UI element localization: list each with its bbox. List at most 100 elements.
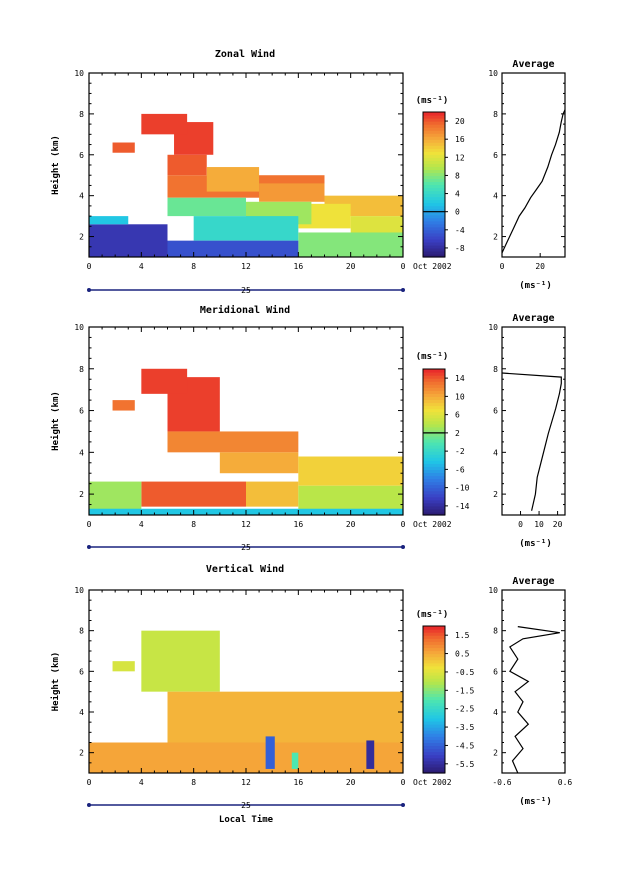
heatmap-field <box>89 368 403 515</box>
average-y-tick-label: 2 <box>493 490 498 499</box>
colorbar-tick-label: -4.5 <box>455 741 474 750</box>
colorbar-segment <box>423 121 445 125</box>
heatmap-cell-4 <box>219 452 299 474</box>
x-tick-label: 0 <box>87 262 92 271</box>
colorbar-segment <box>423 139 445 143</box>
average-x-tick-label: 0 <box>518 520 523 529</box>
colorbar-segment <box>423 463 445 467</box>
heatmap-cell-1 <box>112 661 135 672</box>
colorbar-tick-label: -2.5 <box>455 705 474 714</box>
average-x-tick-label: 0 <box>500 262 505 271</box>
colorbar-segment <box>423 214 445 219</box>
colorbar-segment <box>423 160 445 164</box>
x-tick-label: 4 <box>139 520 144 529</box>
colorbar-segment <box>423 432 445 437</box>
colorbar-tick-label: 8 <box>455 171 460 180</box>
heatmap-cell-4 <box>141 113 188 135</box>
average-profile-line <box>501 109 566 254</box>
average-y-tick-label: 4 <box>493 448 498 457</box>
colorbar-segment <box>423 668 445 673</box>
x-axis-label: Local Time <box>219 814 274 825</box>
colorbar-tick-label: -5.5 <box>455 760 474 769</box>
average-frame <box>501 589 566 774</box>
colorbar-segment <box>423 496 445 501</box>
colorbar-segment <box>423 405 445 410</box>
colorbar-segment <box>423 763 445 768</box>
colorbar-segment <box>423 172 445 177</box>
colorbar-segment <box>423 199 445 204</box>
average-y-tick-label: 8 <box>493 627 498 636</box>
y-tick-label: 6 <box>79 667 84 676</box>
x-tick-label: 16 <box>294 520 304 529</box>
heatmap-field <box>89 113 403 257</box>
colorbar-segment <box>423 420 445 425</box>
timeline-end-marker <box>401 288 405 292</box>
average-y-tick-label: 10 <box>488 586 498 595</box>
colorbar-tick-label: 0.5 <box>455 650 470 659</box>
heatmap-cell-1 <box>167 154 207 176</box>
colorbar-segment <box>423 124 445 128</box>
heatmap-cell-6 <box>291 752 299 769</box>
colorbar-segment <box>423 766 445 771</box>
colorbar-segment <box>423 253 445 258</box>
colorbar-segment <box>423 375 445 379</box>
heatmap-cell-3 <box>112 142 135 153</box>
y-tick-label: 2 <box>79 490 84 499</box>
colorbar-segment <box>423 511 445 516</box>
colorbar-segment <box>423 757 445 762</box>
date-label: Oct 2002 <box>413 520 452 529</box>
colorbar-segment <box>423 241 445 246</box>
average-frame <box>501 326 566 516</box>
average-title: Average <box>512 313 554 324</box>
colorbar-segment <box>423 466 445 470</box>
heatmap-cell-6 <box>259 183 325 202</box>
colorbar-segment <box>423 650 445 655</box>
colorbar-segment <box>423 454 445 458</box>
y-axis-label: Height (km) <box>50 652 61 712</box>
colorbar-frame <box>422 368 446 516</box>
heatmap-cell-0 <box>141 630 220 692</box>
colorbar-tick-label: -4 <box>455 226 465 235</box>
colorbar-segment <box>423 369 445 373</box>
x-tick-label: 20 <box>346 778 356 787</box>
colorbar-segment <box>423 711 445 716</box>
colorbar-segment <box>423 136 445 140</box>
colorbar-segment <box>423 163 445 167</box>
average-y-tick-label: 6 <box>493 667 498 676</box>
timeline-start-marker <box>87 288 91 292</box>
colorbar-tick-label: 20 <box>455 117 465 126</box>
colorbar-segment <box>423 217 445 222</box>
colorbar-segment <box>423 211 445 216</box>
colorbar-segment <box>423 687 445 691</box>
colorbar-segment <box>423 232 445 237</box>
colorbar-segment <box>423 402 445 407</box>
heatmap-cell-5 <box>366 740 375 769</box>
y-tick-label: 4 <box>79 192 84 201</box>
heatmap-cell-16 <box>89 216 129 225</box>
colorbar-segment <box>423 748 445 753</box>
colorbar-segment <box>423 693 445 698</box>
colorbar-segment <box>423 644 445 649</box>
average-x-tick-label: 0.6 <box>558 778 573 787</box>
colorbar-segment <box>423 635 445 639</box>
x-tick-label: 8 <box>191 262 196 271</box>
heatmap-cell-12 <box>193 216 299 241</box>
average-x-axis-label: (ms⁻¹) <box>519 539 552 549</box>
colorbar-segment <box>423 112 445 116</box>
timeline-start-marker <box>87 545 91 549</box>
colorbar-segment <box>423 638 445 642</box>
colorbar-segment <box>423 714 445 719</box>
x-tick-label: 20 <box>346 262 356 271</box>
heatmap-field <box>89 630 403 773</box>
colorbar-segment <box>423 184 445 189</box>
average-y-tick-label: 10 <box>488 323 498 332</box>
heatmap-cell-3 <box>167 431 299 453</box>
colorbar-segment <box>423 442 445 446</box>
colorbar-segment <box>423 393 445 397</box>
colorbar-segment <box>423 411 445 416</box>
colorbar-segment <box>423 632 445 636</box>
date-day-label: 25 <box>241 286 251 295</box>
colorbar-segment <box>423 426 445 431</box>
y-tick-label: 4 <box>79 448 84 457</box>
y-axis-label: Height (km) <box>50 391 61 451</box>
